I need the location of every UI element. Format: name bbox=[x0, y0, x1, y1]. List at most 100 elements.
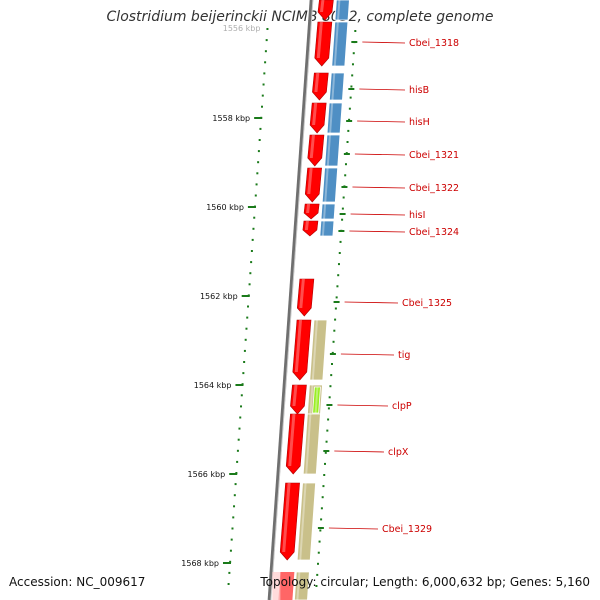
gene-label-clpP: clpP bbox=[392, 401, 412, 412]
label-leader bbox=[362, 41, 406, 44]
accession-text: Accession: NC_009617 bbox=[9, 575, 146, 589]
outer-dot bbox=[317, 562, 320, 565]
scale-dot bbox=[231, 527, 234, 530]
scale-dot bbox=[233, 494, 236, 497]
scale-dot bbox=[254, 194, 257, 197]
feature-tick bbox=[329, 353, 336, 355]
outer-dot bbox=[320, 507, 323, 510]
outer-dot bbox=[354, 30, 357, 32]
scale-dot bbox=[258, 139, 261, 141]
scale-dot bbox=[249, 272, 252, 275]
outer-dot bbox=[317, 551, 320, 554]
outer-dot bbox=[327, 418, 330, 421]
outer-dot bbox=[333, 329, 336, 332]
outer-dot bbox=[351, 74, 354, 77]
outer-dot bbox=[340, 229, 343, 232]
gene-label-clpX: clpX bbox=[388, 447, 409, 458]
cds-arrow-tig bbox=[292, 319, 312, 381]
scale-dot bbox=[255, 183, 258, 186]
gene-label-hisI: hisI bbox=[409, 210, 425, 221]
scale-dot bbox=[248, 283, 251, 286]
label-leader bbox=[344, 301, 399, 304]
cds-arrow-hisH bbox=[309, 102, 327, 134]
outer-dot bbox=[331, 351, 334, 354]
scale-dot bbox=[232, 516, 235, 519]
outer-dot bbox=[320, 518, 323, 521]
outer-dot bbox=[327, 407, 330, 410]
cog-bar bbox=[326, 102, 343, 134]
cds-arrow-Cbei_1322 bbox=[304, 167, 322, 203]
gene-label-Cbei_1322: Cbei_1322 bbox=[409, 183, 459, 194]
outer-dot bbox=[346, 141, 349, 143]
outer-dot bbox=[352, 52, 355, 55]
scale-dot bbox=[236, 449, 239, 452]
outer-dot bbox=[334, 318, 337, 321]
outer-dot bbox=[337, 274, 340, 277]
scale-dot bbox=[253, 216, 256, 219]
outer-dot bbox=[330, 374, 333, 377]
cds-arrow-Cbei_1329 bbox=[279, 482, 300, 561]
faded-feature bbox=[272, 572, 281, 600]
outer-dot bbox=[339, 240, 342, 243]
scale-dot bbox=[228, 571, 231, 574]
label-leader bbox=[337, 404, 389, 407]
map-title: Clostridium beijerinckii NCIMB 8052, com… bbox=[106, 9, 494, 25]
outer-dot bbox=[319, 529, 322, 532]
cds-arrow-hisI bbox=[303, 203, 320, 220]
cog-bar bbox=[293, 571, 310, 600]
cds-arrow-partial-top bbox=[317, 0, 334, 21]
scale-dot bbox=[247, 305, 250, 308]
backbone-line bbox=[267, 0, 314, 600]
outer-dot bbox=[350, 85, 353, 88]
scale-major-tick bbox=[235, 384, 244, 386]
feature-tick bbox=[339, 213, 346, 215]
scale-label: 1568 kbp bbox=[181, 559, 219, 568]
feature-tick bbox=[317, 527, 324, 529]
cog-bar bbox=[319, 220, 335, 237]
scale-dot bbox=[229, 549, 232, 552]
outer-dot bbox=[343, 185, 346, 188]
scale-major-tick bbox=[229, 473, 238, 475]
gene-label-Cbei_1329: Cbei_1329 bbox=[382, 524, 432, 535]
scale-label: 1558 kbp bbox=[212, 114, 250, 123]
cog-bar bbox=[324, 134, 341, 167]
scale-dot bbox=[251, 238, 254, 241]
scale-dot bbox=[243, 361, 246, 363]
gene-label-Cbei_1324: Cbei_1324 bbox=[409, 227, 459, 238]
outer-dot bbox=[347, 129, 350, 132]
scale-dot bbox=[261, 94, 264, 97]
outer-dot bbox=[353, 41, 356, 44]
label-leader bbox=[357, 120, 406, 123]
cds-arrow-Cbei_1324 bbox=[302, 220, 319, 237]
scale-dot bbox=[257, 161, 260, 164]
outer-dot bbox=[318, 540, 321, 543]
scale-label-top: 1556 kbp bbox=[223, 24, 261, 33]
gene-label-Cbei_1318: Cbei_1318 bbox=[409, 38, 459, 49]
gene-label-Cbei_1325: Cbei_1325 bbox=[402, 298, 452, 309]
outer-dot bbox=[349, 96, 352, 99]
cds-arrow-hisB bbox=[312, 72, 329, 101]
scale-track: 1556 kbp 1558 kbp 1560 kbp 1562 kbp 1564 kbp… bbox=[181, 24, 269, 585]
outer-dot bbox=[344, 174, 347, 177]
outer-dot bbox=[336, 285, 339, 288]
label-leader bbox=[359, 88, 406, 91]
scale-dot bbox=[243, 349, 246, 352]
outer-dot bbox=[335, 296, 338, 299]
scale-major-tick bbox=[247, 206, 256, 208]
scale-dot bbox=[256, 172, 259, 175]
gene-labels: Cbei_1318 hisB hisH Cbei_1321 Cbei_1322 hisI C… bbox=[315, 30, 459, 587]
scale-dot bbox=[250, 261, 253, 264]
outer-dot bbox=[325, 440, 328, 443]
outer-dot bbox=[332, 340, 335, 343]
cds-arrow-Cbei_1318 bbox=[314, 21, 333, 67]
scale-dot bbox=[245, 327, 248, 330]
outer-dot bbox=[315, 585, 318, 587]
label-leader bbox=[328, 527, 379, 530]
outer-dot bbox=[337, 263, 340, 266]
outer-dot bbox=[323, 474, 326, 476]
outer-dot bbox=[322, 485, 325, 488]
scale-dot bbox=[238, 427, 241, 430]
outer-dot bbox=[341, 218, 344, 221]
cog-bar bbox=[331, 21, 349, 67]
cog-bar bbox=[302, 413, 321, 475]
